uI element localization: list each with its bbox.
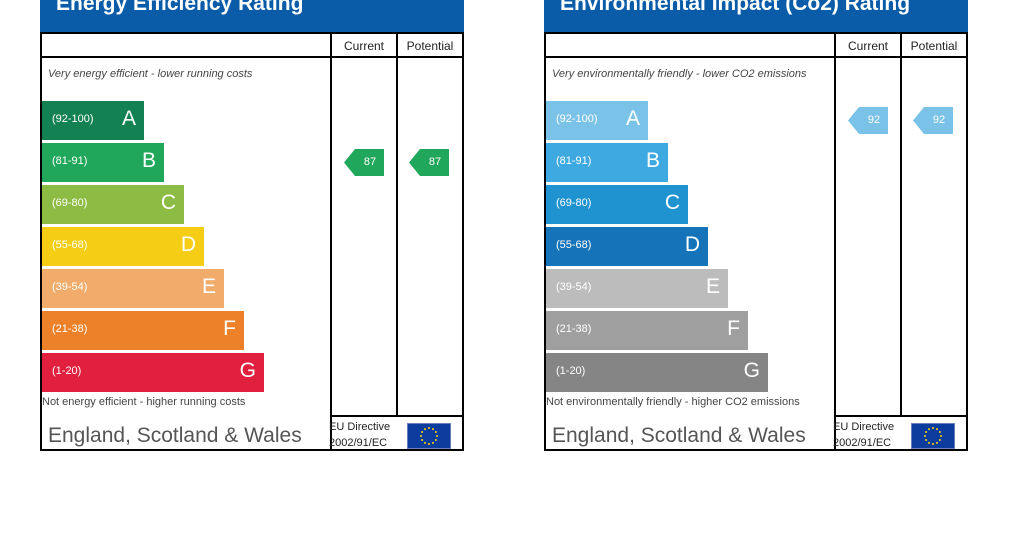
top-note: Very environmentally friendly - lower CO…	[552, 68, 807, 80]
divider-potential	[396, 34, 398, 417]
eu-flag-icon	[911, 423, 955, 449]
bottom-note: Not energy efficient - higher running co…	[42, 396, 246, 408]
band-d: (55-68) D	[42, 227, 204, 266]
band-letter: C	[160, 191, 176, 214]
band-letter: G	[239, 359, 256, 382]
band-letter: B	[645, 149, 660, 172]
band-f: (21-38) F	[42, 311, 244, 350]
arrow-marker-shape	[409, 149, 449, 176]
band-range: (55-68)	[556, 239, 592, 251]
current-rating-value: 87	[363, 156, 377, 168]
region-label: England, Scotland & Wales	[48, 424, 302, 447]
band-letter: G	[743, 359, 760, 382]
band-range: (81-91)	[52, 155, 88, 167]
band-range: (55-68)	[52, 239, 88, 251]
band-d: (55-68) D	[546, 227, 708, 266]
band-letter: E	[201, 275, 216, 298]
band-range: (21-38)	[556, 323, 592, 335]
band-e: (39-54) E	[546, 269, 728, 308]
potential-rating-value: 87	[428, 156, 442, 168]
divider-potential	[900, 34, 902, 417]
environmental-impact-chart: Environmental Impact (Co2) Rating Current…	[544, 0, 968, 451]
footer-divider	[330, 415, 462, 417]
band-range: (39-54)	[556, 281, 592, 293]
band-range: (69-80)	[52, 197, 88, 209]
band-f: (21-38) F	[546, 311, 748, 350]
band-range: (92-100)	[52, 113, 94, 125]
potential-rating-marker: 87	[409, 149, 449, 176]
band-range: (39-54)	[52, 281, 88, 293]
column-potential: Potential	[910, 39, 958, 53]
arrow-marker-shape	[344, 149, 384, 176]
band-c: (69-80) C	[546, 185, 688, 224]
band-c: (69-80) C	[42, 185, 184, 224]
column-potential: Potential	[406, 39, 454, 53]
potential-rating-value: 92	[932, 114, 946, 126]
band-letter: F	[223, 317, 236, 340]
band-range: (81-91)	[556, 155, 592, 167]
band-range: (21-38)	[52, 323, 88, 335]
current-rating-marker: 92	[848, 107, 888, 134]
chart-title: Energy Efficiency Rating	[40, 0, 464, 32]
region-label: England, Scotland & Wales	[552, 424, 806, 447]
band-range: (92-100)	[556, 113, 598, 125]
band-letter: C	[664, 191, 680, 214]
eu-flag-icon	[407, 423, 451, 449]
arrow-marker-shape	[848, 107, 888, 134]
potential-rating-marker: 92	[913, 107, 953, 134]
bottom-note: Not environmentally friendly - higher CO…	[546, 396, 800, 408]
header-divider	[546, 56, 966, 58]
divider-current	[330, 34, 332, 449]
band-g: (1-20) G	[42, 353, 264, 392]
band-letter: D	[684, 233, 700, 256]
band-range: (69-80)	[556, 197, 592, 209]
current-rating-value: 92	[867, 114, 881, 126]
column-current: Current	[847, 39, 888, 53]
band-letter: A	[121, 107, 136, 130]
band-e: (39-54) E	[42, 269, 224, 308]
band-letter: B	[141, 149, 156, 172]
band-g: (1-20) G	[546, 353, 768, 392]
band-range: (1-20)	[52, 365, 82, 377]
chart-frame: Current Potential Very energy efficient - …	[40, 32, 464, 451]
arrow-marker-shape	[913, 107, 953, 134]
footer-divider	[834, 415, 966, 417]
eu-directive: EU Directive 2002/91/EC	[329, 421, 391, 449]
band-letter: D	[180, 233, 196, 256]
eu-directive: EU Directive 2002/91/EC	[833, 421, 895, 449]
top-note: Very energy efficient - lower running co…	[48, 68, 253, 80]
band-a: (92-100) A	[42, 101, 144, 140]
band-letter: E	[705, 275, 720, 298]
band-b: (81-91) B	[42, 143, 164, 182]
divider-current	[834, 34, 836, 449]
column-current: Current	[343, 39, 384, 53]
band-letter: A	[625, 107, 640, 130]
chart-frame: Current Potential Very environmentally fri…	[544, 32, 968, 451]
band-range: (1-20)	[556, 365, 586, 377]
band-b: (81-91) B	[546, 143, 668, 182]
header-divider	[42, 56, 462, 58]
chart-title: Environmental Impact (Co2) Rating	[544, 0, 968, 32]
band-a: (92-100) A	[546, 101, 648, 140]
band-letter: F	[727, 317, 740, 340]
current-rating-marker: 87	[344, 149, 384, 176]
energy-efficiency-chart: Energy Efficiency Rating Current Potential…	[40, 0, 464, 451]
